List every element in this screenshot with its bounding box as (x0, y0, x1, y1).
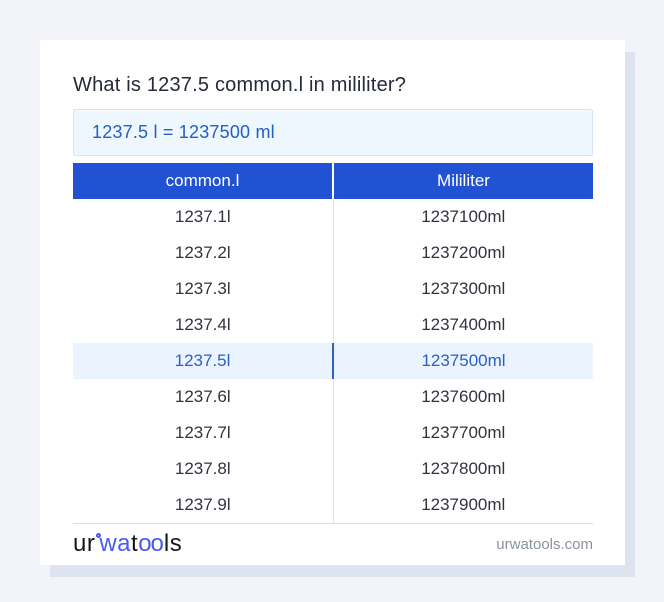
table-row: 1237.3l 1237300ml (73, 271, 593, 307)
cell-mililiter: 1237700ml (421, 423, 506, 442)
table-row: 1237.9l 1237900ml (73, 487, 593, 523)
cell-mililiter: 1237200ml (421, 243, 506, 262)
table-row: 1237.4l 1237400ml (73, 307, 593, 343)
cell-common-l: 1237.5l (73, 343, 334, 379)
logo-segment: wa (99, 530, 132, 557)
cell-mililiter: 1237400ml (421, 315, 506, 334)
logo-segment: oo (138, 530, 164, 557)
cell-common-l: 1237.7l (73, 415, 334, 451)
logo-degree-icon (96, 533, 102, 538)
table-body: 1237.1l 1237100ml 1237.2l 1237200ml 1237.3l 1… (73, 199, 593, 524)
card-footer: ur watools urwatools.com (73, 523, 593, 565)
page-title: What is 1237.5 common.l in mililiter? (73, 74, 407, 96)
table-row: 1237.6l 1237600ml (73, 379, 593, 415)
table-row: 1237.1l 1237100ml (73, 199, 593, 235)
cell-common-l: 1237.2l (73, 235, 334, 271)
site-link[interactable]: urwatools.com (496, 535, 593, 553)
conversion-table: common.l Mililiter 1237.1l 1237100ml 1237.… (73, 163, 593, 524)
cell-mililiter: 1237500ml (421, 351, 506, 370)
cell-mililiter: 1237900ml (421, 495, 506, 514)
card-content: What is 1237.5 common.l in mililiter? 12… (40, 40, 625, 524)
table-header-row: common.l Mililiter (73, 163, 593, 199)
conversion-result-text: 1237.5 l = 1237500 ml (92, 122, 275, 142)
table-header-common-l: common.l (73, 163, 334, 199)
cell-common-l: 1237.1l (73, 199, 334, 235)
cell-common-l: 1237.4l (73, 307, 334, 343)
table-row: 1237.8l 1237800ml (73, 451, 593, 487)
table-row: 1237.7l 1237700ml (73, 415, 593, 451)
cell-mililiter: 1237300ml (421, 279, 506, 298)
cell-common-l: 1237.3l (73, 271, 334, 307)
urwatools-logo[interactable]: ur watools (73, 532, 182, 556)
table-row: 1237.2l 1237200ml (73, 235, 593, 271)
conversion-card: What is 1237.5 common.l in mililiter? 12… (40, 40, 625, 565)
conversion-result-box: 1237.5 l = 1237500 ml (73, 109, 593, 156)
table-row-highlighted: 1237.5l 1237500ml (73, 343, 593, 379)
cell-common-l: 1237.6l (73, 379, 334, 415)
logo-segment: ur (73, 530, 96, 557)
cell-mililiter: 1237800ml (421, 459, 506, 478)
cell-common-l: 1237.9l (73, 487, 334, 523)
cell-mililiter: 1237100ml (421, 207, 506, 226)
cell-mililiter: 1237600ml (421, 387, 506, 406)
logo-segment: t (131, 530, 139, 557)
table-header-mililiter: Mililiter (437, 171, 490, 190)
cell-common-l: 1237.8l (73, 451, 334, 487)
logo-segment: ls (163, 530, 183, 557)
